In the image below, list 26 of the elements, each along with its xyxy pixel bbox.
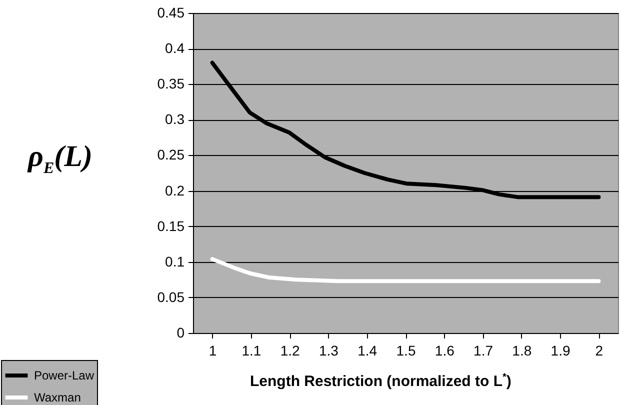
x-tick-label: 1.5	[396, 342, 416, 358]
legend-label: Power-Law	[34, 368, 94, 382]
y-tick-label: 0.2	[165, 182, 185, 198]
y-tick-label: 0.15	[157, 218, 185, 234]
y-axis-title: ρ$_{E}$(L)	[28, 140, 92, 178]
x-tick-label: 1.6	[434, 342, 455, 358]
y-tick-label: 0.4	[165, 40, 185, 56]
line-series	[210, 257, 601, 284]
x-tick-label: 1.2	[280, 342, 300, 358]
x-tick-label: 1.1	[242, 342, 262, 358]
x-tick-label: 1.7	[474, 342, 494, 358]
y-tick-label: 0.1	[165, 253, 185, 270]
y-tick-label: 0.3	[165, 111, 185, 128]
x-tick-label: 1.8	[512, 342, 532, 358]
y-tick-label: 0	[176, 324, 185, 340]
x-tick-label: 1.4	[358, 342, 378, 358]
y-tick-label: 0.25	[157, 146, 185, 163]
x-tick-label: 2	[595, 342, 604, 358]
x-tick-label: 1.9	[550, 342, 570, 358]
y-tick-label: 0.35	[157, 76, 185, 92]
legend-label: Waxman	[34, 390, 81, 404]
x-axis-title: Length Restriction (normalized to L$^{*}$)	[250, 372, 512, 390]
y-tick-label: 0.45	[157, 4, 185, 20]
x-tick-label: 1.3	[318, 342, 339, 358]
x-tick-label: 1	[208, 342, 217, 358]
y-tick-label: 0.05	[157, 288, 185, 305]
